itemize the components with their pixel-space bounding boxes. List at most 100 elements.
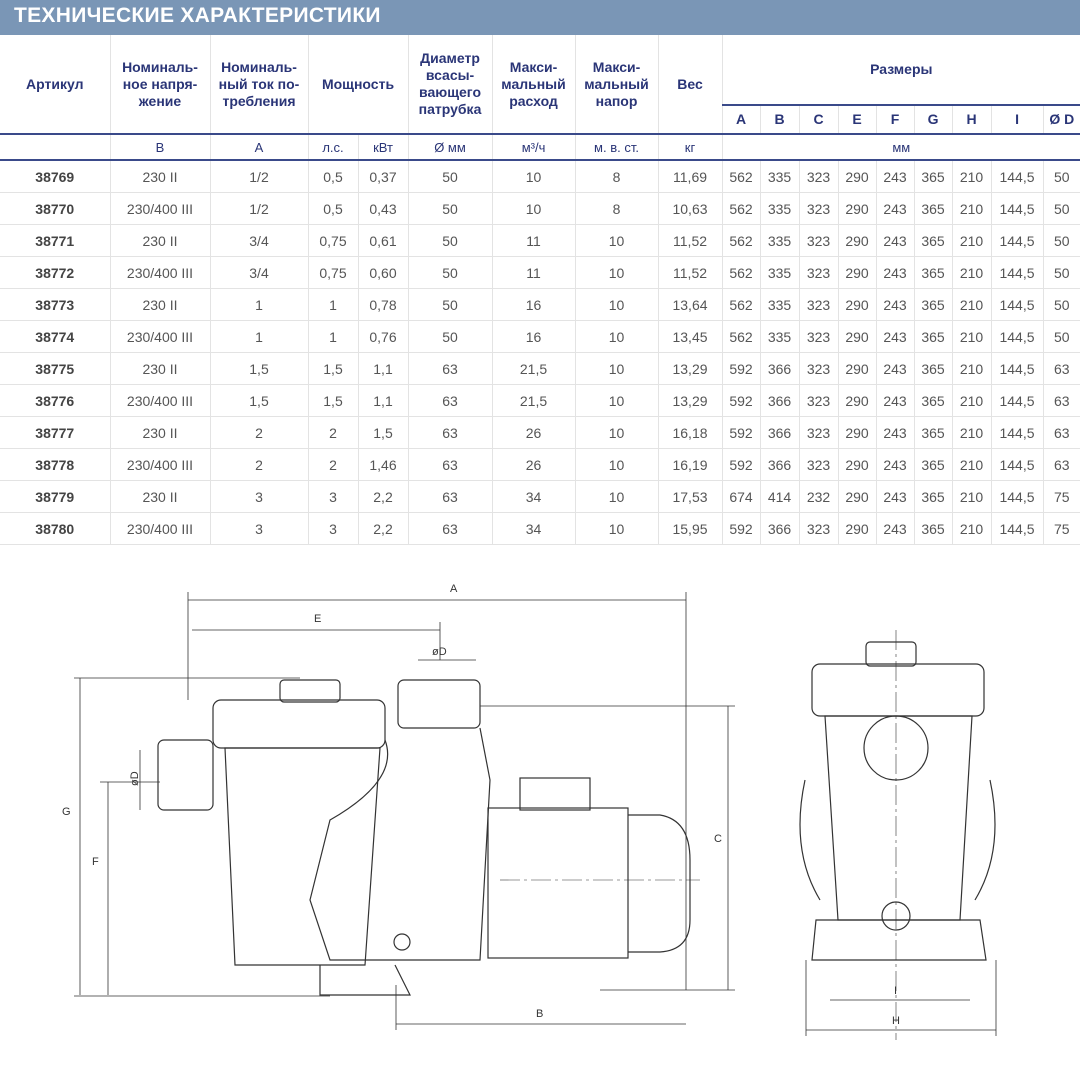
table-cell: 323 (799, 416, 839, 449)
table-cell: 365 (914, 160, 953, 193)
table-cell: 230 II (110, 416, 211, 449)
label-A: A (450, 583, 458, 595)
table-cell: 290 (838, 384, 877, 417)
table-cell: 144,5 (991, 288, 1044, 321)
table-cell: 1,5 (308, 384, 359, 417)
table-cell: 323 (799, 288, 839, 321)
table-cell: 230 II (110, 160, 211, 193)
table-cell: 50 (1043, 288, 1080, 321)
label-G: G (62, 806, 71, 818)
table-cell: 10 (575, 352, 659, 385)
table-cell: 10 (575, 224, 659, 257)
table-cell: 290 (838, 416, 877, 449)
table-cell: 0,5 (308, 160, 359, 193)
table-cell: 290 (838, 512, 877, 545)
table-cell: 50 (1043, 224, 1080, 257)
table-cell: 144,5 (991, 416, 1044, 449)
unit-diameter: Ø мм (408, 133, 493, 161)
label-F: F (92, 856, 99, 868)
table-cell: 10 (575, 288, 659, 321)
table-cell: 13,64 (658, 288, 723, 321)
table-cell: 0,61 (358, 224, 409, 257)
table-cell: 335 (760, 320, 800, 353)
table-cell: 290 (838, 192, 877, 225)
label-B: B (536, 1008, 543, 1020)
table-cell: 50 (408, 160, 493, 193)
table-cell: 8 (575, 160, 659, 193)
table-cell: 144,5 (991, 352, 1044, 385)
header-dim-6: H (952, 104, 992, 134)
table-cell: 562 (722, 160, 761, 193)
header-dim-5: G (914, 104, 953, 134)
table-cell: 144,5 (991, 256, 1044, 289)
table-cell: 366 (760, 416, 800, 449)
table-cell: 365 (914, 384, 953, 417)
table-cell: 50 (408, 320, 493, 353)
table-cell: 26 (492, 448, 576, 481)
table-cell: 11,52 (658, 224, 723, 257)
table-cell: 63 (408, 448, 493, 481)
table-cell: 1,5 (210, 352, 309, 385)
table-cell: 230/400 III (110, 192, 211, 225)
table-cell: 230/400 III (110, 512, 211, 545)
table-cell: 365 (914, 320, 953, 353)
table-cell: 63 (408, 352, 493, 385)
table-cell: 0,60 (358, 256, 409, 289)
header-power: Мощность (308, 35, 409, 134)
table-cell: 11,69 (658, 160, 723, 193)
table-cell: 210 (952, 224, 992, 257)
table-cell: 323 (799, 384, 839, 417)
table-cell: 243 (876, 288, 915, 321)
table-cell: 0,78 (358, 288, 409, 321)
table-cell: 243 (876, 512, 915, 545)
table-cell: 335 (760, 160, 800, 193)
table-cell: 562 (722, 256, 761, 289)
table-cell: 26 (492, 416, 576, 449)
pump-front-view (799, 630, 996, 1040)
table-cell: 11,52 (658, 256, 723, 289)
table-cell: 1,5 (210, 384, 309, 417)
article-cell: 38769 (0, 160, 111, 193)
table-cell: 50 (1043, 160, 1080, 193)
table-cell: 210 (952, 192, 992, 225)
table-cell: 323 (799, 448, 839, 481)
table-cell: 335 (760, 256, 800, 289)
table-cell: 323 (799, 352, 839, 385)
table-cell: 144,5 (991, 384, 1044, 417)
table-cell: 75 (1043, 512, 1080, 545)
table-cell: 323 (799, 256, 839, 289)
table-cell: 0,43 (358, 192, 409, 225)
table-cell: 50 (408, 192, 493, 225)
unit-weight: кг (658, 133, 723, 161)
table-cell: 290 (838, 256, 877, 289)
table-cell: 365 (914, 448, 953, 481)
table-cell: 210 (952, 320, 992, 353)
table-cell: 323 (799, 192, 839, 225)
table-cell: 50 (1043, 192, 1080, 225)
article-cell: 38773 (0, 288, 111, 321)
table-row: 38772 230/400 III 3/4 0,75 0,60 50 11 10 11,52 56… (0, 256, 1080, 289)
table-cell: 210 (952, 480, 992, 513)
table-cell: 1 (308, 288, 359, 321)
table-cell: 16,19 (658, 448, 723, 481)
table-cell: 0,5 (308, 192, 359, 225)
table-cell: 21,5 (492, 384, 576, 417)
table-cell: 144,5 (991, 192, 1044, 225)
table-cell: 592 (722, 512, 761, 545)
table-cell: 13,29 (658, 384, 723, 417)
table-cell: 63 (1043, 416, 1080, 449)
table-cell: 210 (952, 416, 992, 449)
table-cell: 210 (952, 384, 992, 417)
table-cell: 10 (575, 256, 659, 289)
section-title-bar: ТЕХНИЧЕСКИЕ ХАРАКТЕРИСТИКИ (0, 0, 1080, 35)
table-cell: 11 (492, 256, 576, 289)
table-cell: 3/4 (210, 256, 309, 289)
article-cell: 38771 (0, 224, 111, 257)
table-cell: 210 (952, 448, 992, 481)
unit-kw: кВт (358, 133, 409, 161)
table-cell: 144,5 (991, 512, 1044, 545)
table-cell: 323 (799, 512, 839, 545)
table-cell: 243 (876, 448, 915, 481)
table-cell: 290 (838, 448, 877, 481)
table-cell: 21,5 (492, 352, 576, 385)
